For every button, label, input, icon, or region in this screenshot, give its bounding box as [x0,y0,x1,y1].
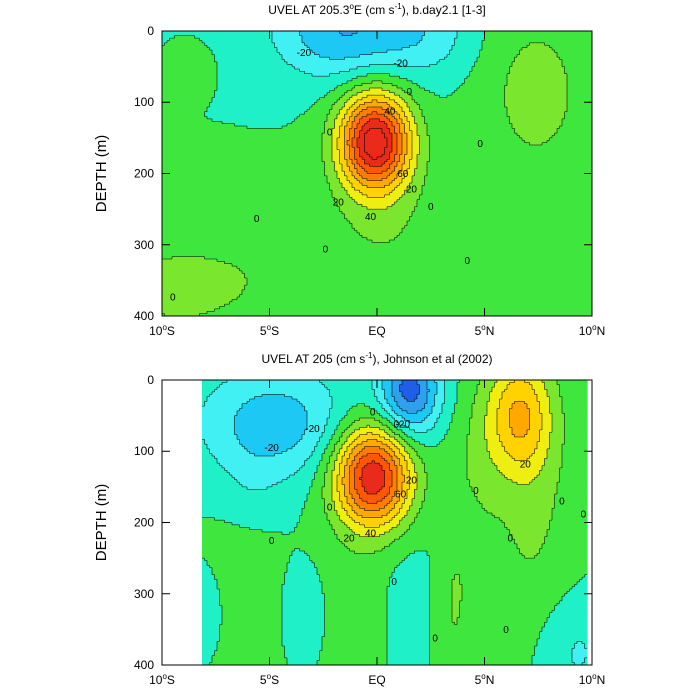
top-panel: UVEL AT 205.3oE (cm s-1), b.day2.1 [1-3]… [93,2,605,338]
top-title: UVEL AT 205.3oE (cm s-1), b.day2.1 [1-3] [268,2,485,17]
